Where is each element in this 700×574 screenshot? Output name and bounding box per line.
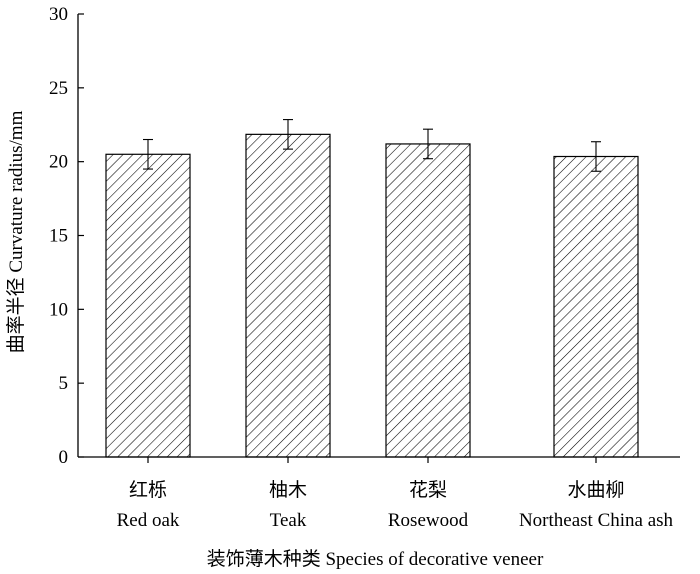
- y-tick-label: 15: [49, 226, 68, 247]
- y-tick-label: 0: [59, 447, 69, 468]
- bar-northeast-china-ash: [553, 155, 639, 458]
- x-tick-label-en: Teak: [270, 510, 307, 531]
- error-bar: [423, 128, 433, 160]
- x-tick-label-zh: 花梨: [409, 479, 447, 501]
- error-bar: [591, 141, 601, 172]
- bar-rosewood: [385, 143, 471, 458]
- y-tick-label: 25: [49, 78, 68, 99]
- x-tick-label-en: Red oak: [117, 510, 180, 531]
- bars: [105, 133, 639, 458]
- x-tick-label-zh: 水曲柳: [567, 479, 624, 501]
- y-tick-label: 20: [49, 152, 68, 173]
- x-tick-label-zh: 柚木: [269, 479, 307, 501]
- error-bar: [143, 138, 153, 170]
- y-tick-label: 30: [49, 4, 68, 25]
- y-axis-label: 曲率半径 Curvature radius/mm: [5, 110, 27, 353]
- bar-teak: [245, 133, 331, 458]
- x-tick-label-en: Northeast China ash: [519, 510, 674, 531]
- x-tick-label-zh: 红栎: [129, 479, 167, 501]
- y-tick-label: 5: [59, 373, 69, 394]
- error-bar: [283, 119, 293, 150]
- y-tick-label: 10: [49, 299, 68, 320]
- x-tick-label-en: Rosewood: [388, 510, 469, 531]
- x-tick-labels: 红栎 Red oak 柚木 Teak 花梨 Rosewood 水曲柳 Northeast Ch…: [117, 479, 674, 531]
- bar-red-oak: [105, 153, 191, 458]
- x-axis-label: 装饰薄木种类 Species of decorative veneer: [207, 548, 544, 570]
- y-axis: 0 5 10 15 20 25 30: [49, 4, 84, 468]
- x-axis: [78, 456, 680, 463]
- error-bars: [143, 119, 601, 172]
